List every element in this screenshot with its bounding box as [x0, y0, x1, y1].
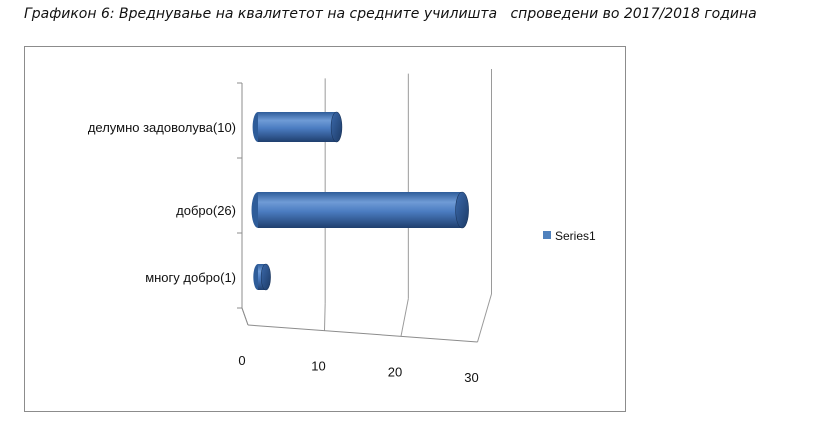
- x-tick-labels: 0 10 20 30: [238, 353, 478, 385]
- floor-gridline: [400, 298, 409, 337]
- legend: Series1: [543, 229, 596, 243]
- x-tick-label: 10: [311, 359, 325, 374]
- value-axis: [247, 324, 478, 343]
- bar: [252, 111, 343, 143]
- page-title: Графикон 6: Вреднување на квалитетот на …: [24, 6, 757, 22]
- category-axis: [241, 83, 249, 326]
- category-label: делумно задоволува(10): [88, 120, 236, 135]
- bars: [251, 111, 469, 291]
- x-tick-label: 30: [464, 370, 478, 385]
- floor-gridline: [324, 303, 326, 331]
- x-tick-label: 20: [388, 364, 402, 379]
- legend-swatch: [543, 231, 551, 239]
- floor-gridline: [477, 293, 492, 343]
- category-label: многу добро(1): [145, 270, 236, 285]
- axes: [237, 82, 478, 343]
- x-tick-label: 0: [238, 353, 245, 368]
- category-label: добро(26): [176, 203, 236, 218]
- bar: [251, 191, 469, 229]
- legend-label: Series1: [555, 229, 596, 243]
- category-labels: делумно задоволува(10) добро(26) многу доб…: [88, 120, 236, 285]
- bar: [253, 263, 271, 291]
